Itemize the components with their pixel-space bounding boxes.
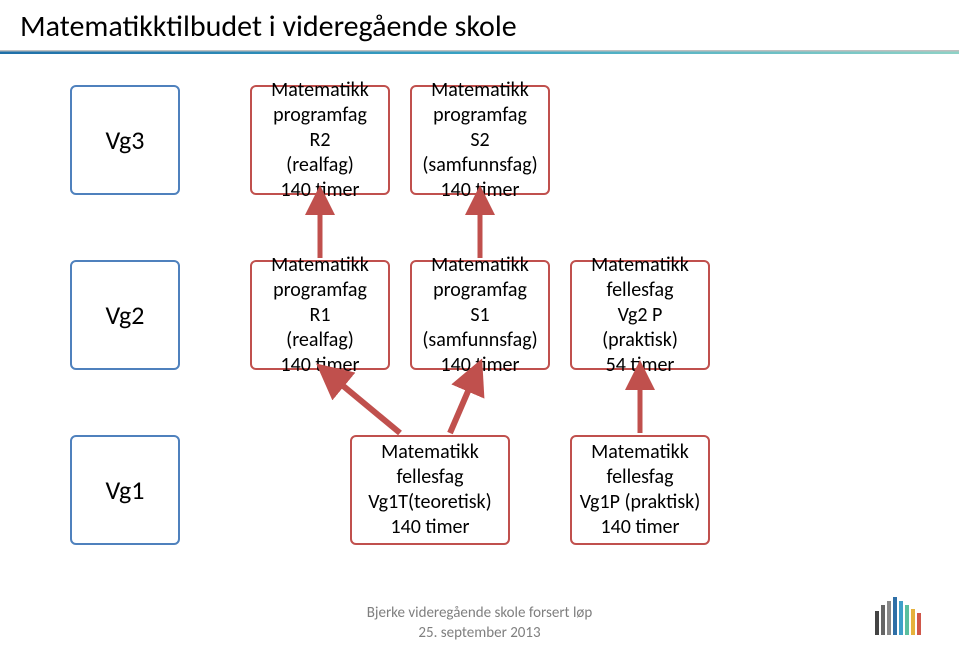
footer-line1: Bjerke videregående skole forsert løp	[0, 604, 959, 624]
level-vg3: Vg3	[70, 85, 180, 195]
box-label: MatematikkfellesfagVg1T(teoretisk)140 ti…	[368, 440, 491, 540]
arrow-vg1t-to-s1	[450, 375, 475, 433]
box-label: MatematikkprogramfagS1(samfunnsfag)140 t…	[422, 253, 537, 378]
footer: Bjerke videregående skole forsert løp 25…	[0, 604, 959, 643]
logo-icon	[871, 593, 923, 637]
box-vg3-s2: MatematikkprogramfagS2(samfunnsfag)140 t…	[410, 85, 550, 195]
arrow-vg1t-to-r1	[330, 375, 400, 433]
box-vg1-t: MatematikkfellesfagVg1T(teoretisk)140 ti…	[350, 435, 510, 545]
box-label: MatematikkprogramfagR2(realfag)140 timer	[271, 78, 369, 203]
page-title: Matematikktilbudet i videregående skole	[20, 8, 517, 45]
box-vg1-p: MatematikkfellesfagVg1P (praktisk)140 ti…	[570, 435, 710, 545]
box-vg2-s1: MatematikkprogramfagS1(samfunnsfag)140 t…	[410, 260, 550, 370]
box-vg2-r1: MatematikkprogramfagR1(realfag)140 timer	[250, 260, 390, 370]
box-label: MatematikkfellesfagVg1P (praktisk)140 ti…	[580, 440, 701, 540]
box-vg2-p: MatematikkfellesfagVg2 P(praktisk)54 tim…	[570, 260, 710, 370]
level-vg2: Vg2	[70, 260, 180, 370]
footer-line2: 25. september 2013	[0, 624, 959, 644]
box-label: MatematikkfellesfagVg2 P(praktisk)54 tim…	[591, 253, 689, 378]
box-label: MatematikkprogramfagS2(samfunnsfag)140 t…	[422, 78, 537, 203]
box-label: MatematikkprogramfagR1(realfag)140 timer	[271, 253, 369, 378]
title-underline	[0, 50, 959, 54]
box-vg3-r2: MatematikkprogramfagR2(realfag)140 timer	[250, 85, 390, 195]
level-vg1: Vg1	[70, 435, 180, 545]
